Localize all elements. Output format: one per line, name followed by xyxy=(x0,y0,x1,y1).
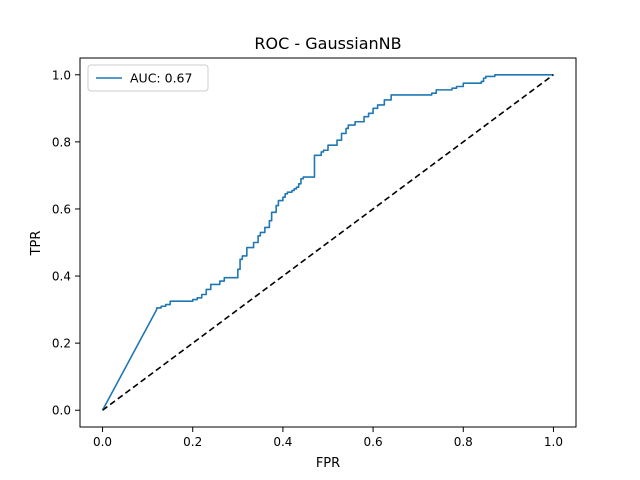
legend-box xyxy=(87,64,209,92)
x-tick-label: 0.0 xyxy=(93,435,112,449)
y-tick-label: 0.0 xyxy=(52,404,71,418)
y-tick-label: 0.8 xyxy=(52,135,71,149)
x-tick-label: 0.2 xyxy=(183,435,202,449)
x-tick-label: 0.6 xyxy=(364,435,383,449)
y-tick-label: 0.2 xyxy=(52,337,71,351)
x-tick-label: 0.4 xyxy=(273,435,292,449)
plot-frame xyxy=(79,57,577,428)
x-tick-label: 0.8 xyxy=(454,435,473,449)
y-axis-label: TPR xyxy=(29,231,44,257)
legend: AUC: 0.67 xyxy=(87,64,209,92)
plot-area: 0.0 0.2 0.4 0.6 0.8 1.0 0.0 0.2 0.4 0.6 0.8 1.0 xyxy=(52,57,577,449)
y-tick-label: 0.4 xyxy=(52,270,71,284)
legend-label: AUC: 0.67 xyxy=(130,71,192,86)
y-tick-label: 0.6 xyxy=(52,202,71,216)
chance-diagonal-line xyxy=(102,74,554,411)
chart-title: ROC - GaussianNB xyxy=(254,34,401,53)
y-tick-label: 1.0 xyxy=(52,68,71,82)
x-axis-label: FPR xyxy=(316,456,340,471)
roc-curve-line xyxy=(101,73,554,411)
x-tick-label: 1.0 xyxy=(544,435,563,449)
